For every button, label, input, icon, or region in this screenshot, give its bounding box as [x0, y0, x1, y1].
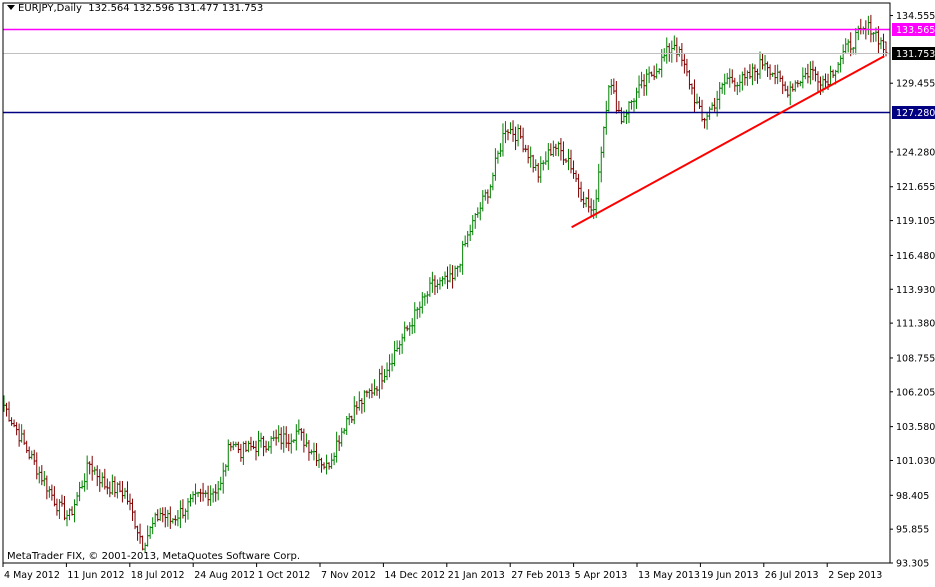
ohlc-readout: 132.564 132.596 131.477 131.753 — [88, 3, 264, 14]
x-axis: 4 May 2012 11 Jun 2012 18 Jul 2012 24 Aug 2… — [2, 563, 882, 581]
x-tick-label: 2 Sep 2013 — [828, 570, 882, 581]
y-tick-label: 101.030 — [896, 456, 935, 467]
y-tick-label: 95.855 — [896, 525, 929, 536]
y-axis: 134.555 129.455 124.280 121.655 119.105 116.4… — [890, 11, 935, 570]
y-tick-label: 98.405 — [896, 491, 929, 502]
x-tick-label: 19 Jun 2013 — [701, 570, 758, 581]
x-tick-label: 14 Dec 2012 — [384, 570, 445, 581]
price-tag-label: 127.280 — [896, 108, 935, 119]
trendline[interactable] — [571, 55, 885, 229]
y-tick-label: 113.930 — [896, 285, 935, 296]
x-tick-label: 1 Oct 2012 — [258, 570, 311, 581]
x-tick-label: 4 May 2012 — [4, 570, 60, 581]
copyright-text: MetaTrader FIX, © 2001-2013, MetaQuotes … — [7, 551, 301, 562]
bars-layer — [2, 14, 888, 553]
price-tag-background — [892, 106, 935, 119]
y-tick-label: 108.755 — [896, 353, 935, 364]
price-tag-background — [892, 47, 935, 60]
x-tick-label: 5 Apr 2013 — [575, 570, 628, 581]
y-tick-label: 103.580 — [896, 422, 935, 433]
price-labels: 133.565 127.280 131.753 — [892, 23, 935, 119]
lines-layer — [3, 28, 890, 229]
y-tick-label: 93.305 — [896, 559, 929, 570]
x-tick-label: 11 Jun 2012 — [67, 570, 124, 581]
dropdown-triangle-icon — [7, 5, 15, 10]
price-tag-label: 131.753 — [896, 49, 935, 60]
chart-header: EURJPY,Daily 132.564 132.596 131.477 131… — [7, 3, 263, 14]
price-tag-background — [892, 23, 935, 36]
y-tick-label: 134.555 — [896, 11, 935, 22]
y-tick-label: 119.105 — [896, 216, 935, 227]
y-tick-label: 121.655 — [896, 182, 935, 193]
symbol-label: EURJPY,Daily — [18, 3, 82, 14]
y-tick-label: 116.480 — [896, 251, 935, 262]
price-tag-label: 133.565 — [896, 25, 935, 36]
x-tick-label: 18 Jul 2012 — [131, 570, 185, 581]
y-tick-label: 124.280 — [896, 147, 935, 158]
x-tick-label: 24 Aug 2012 — [194, 570, 255, 581]
y-tick-label: 129.455 — [896, 79, 935, 90]
y-tick-label: 106.205 — [896, 387, 935, 398]
x-tick-label: 7 Nov 2012 — [321, 570, 376, 581]
x-tick-label: 13 May 2013 — [638, 570, 700, 581]
x-tick-label: 21 Jan 2013 — [448, 570, 505, 581]
x-tick-label: 26 Jul 2013 — [765, 570, 819, 581]
y-tick-label: 111.380 — [896, 319, 935, 330]
x-tick-label: 27 Feb 2013 — [511, 570, 570, 581]
